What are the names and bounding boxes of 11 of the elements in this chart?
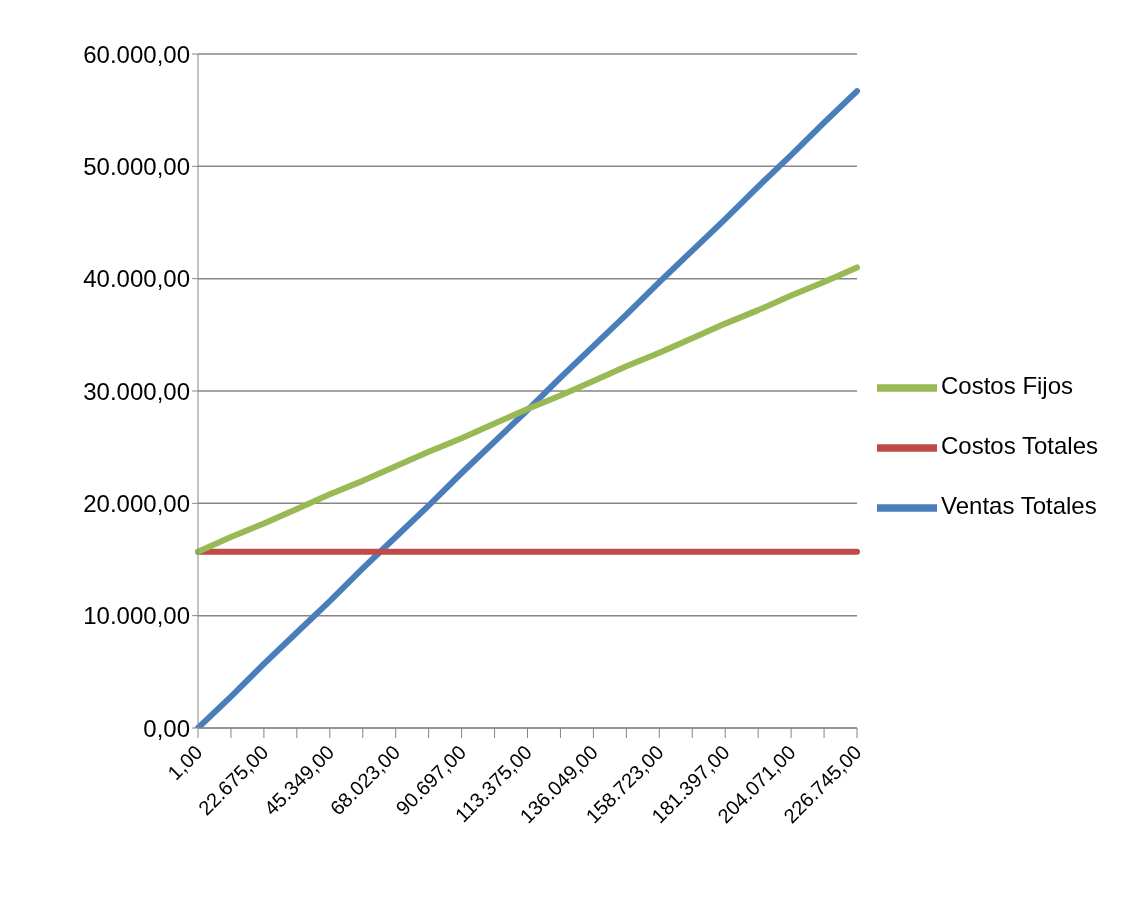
y-tick-label: 10.000,00: [83, 602, 190, 630]
y-tick-label: 0,00: [143, 714, 190, 742]
y-tick-label: 30.000,00: [83, 377, 190, 405]
y-tick-label: 40.000,00: [83, 265, 190, 293]
y-tick-label: 50.000,00: [83, 152, 190, 180]
x-tick-label: 1,00: [163, 740, 207, 785]
y-tick-label: 60.000,00: [83, 40, 190, 68]
legend-label: Costos Fijos: [941, 372, 1074, 400]
legend-label: Costos Totales: [941, 432, 1098, 460]
y-tick-label: 20.000,00: [83, 489, 190, 517]
legend-label: Ventas Totales: [941, 492, 1097, 520]
